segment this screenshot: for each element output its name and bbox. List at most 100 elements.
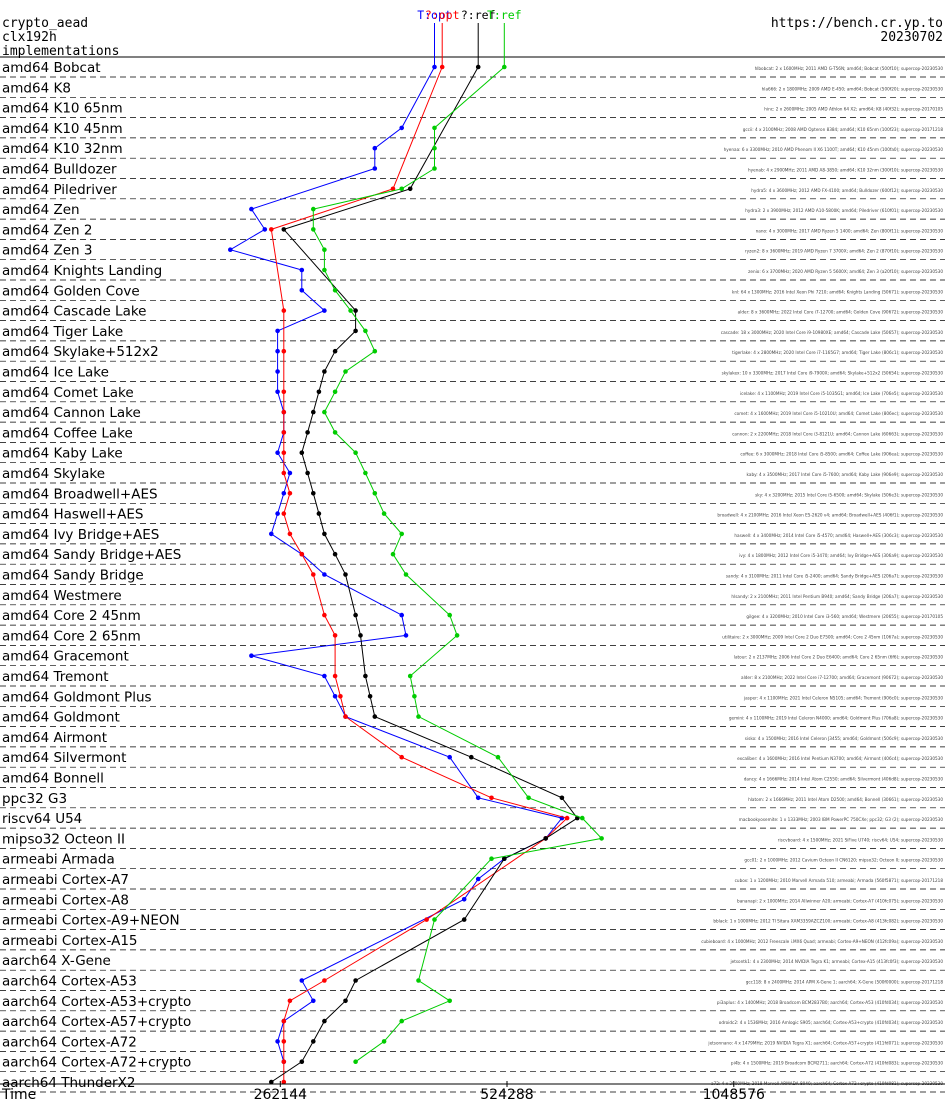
row-label: amd64 Comet Lake	[2, 385, 134, 401]
series-point	[269, 227, 274, 232]
row-detail: jetsontk1: 4 x 2300MHz; 2014 NVIDIA Tegr…	[729, 959, 943, 964]
series-point	[281, 1018, 287, 1024]
series-point	[305, 430, 310, 435]
series-point	[469, 754, 474, 760]
series-point	[432, 145, 437, 151]
row-label: amd64 Goldmont	[2, 710, 120, 726]
row-detail: hydra3: 2 x 3900MHz; 2012 AMD A10-5800K;…	[745, 208, 943, 213]
row-detail: pi4b: 4 x 1500MHz; 2019 Broadcom BCM2711…	[731, 1061, 943, 1066]
series-point	[287, 998, 293, 1004]
row-detail: alder: 8 x 2100MHz; 2022 Intel Core i7-1…	[741, 675, 943, 680]
row-detail: hinc: 2 x 2600MHz; 2005 AMD Athlon 64 X2…	[764, 107, 943, 112]
row-detail: hydra5: 4 x 3600MHz; 2012 AMD FX-4100; a…	[751, 188, 943, 193]
row-label: aarch64 Cortex-A72+crypto	[2, 1055, 191, 1071]
series-point	[275, 348, 280, 354]
series-point	[281, 511, 287, 516]
legend-label: ?:ref	[461, 8, 496, 22]
header-line-1: crypto_aead	[2, 16, 88, 31]
series-point	[281, 348, 287, 354]
row-detail: ivy: 4 x 1800MHz; 2012 Intel Core i5-347…	[739, 553, 943, 558]
series-point	[281, 470, 287, 476]
row-detail: cubieboard: 4 x 1000MHz; 2012 Freescale …	[701, 939, 943, 944]
row-detail: nano: 4 x 3000MHz; 2017 AMD Ryzen 5 1400…	[756, 228, 944, 233]
x-tick-label: 1048576	[703, 1087, 765, 1103]
series-point	[322, 1018, 327, 1024]
series-point	[299, 1059, 305, 1064]
row-label: amd64 Knights Landing	[2, 263, 162, 279]
series-point	[399, 754, 405, 760]
row-detail: odroidc2: 4 x 1536MHz; 2016 Amlogic S905…	[719, 1020, 944, 1025]
series-point	[343, 714, 348, 719]
series-point	[299, 551, 305, 557]
series-point	[281, 227, 287, 232]
row-detail: kaby: 4 x 3500MHz; 2017 Intel Core i5-76…	[747, 472, 944, 477]
series-point	[399, 186, 405, 192]
series-point	[332, 673, 338, 679]
row-detail: bananapi: 2 x 1000MHz; 2014 Allwinner A2…	[737, 898, 943, 903]
series-point	[287, 491, 293, 496]
row-label: amd64 Zen 2	[2, 222, 92, 238]
row-label: amd64 Bonnell	[2, 771, 104, 787]
series-point	[432, 166, 437, 171]
series-point	[363, 673, 368, 679]
series-point	[399, 531, 405, 537]
legend-label: T:opt	[417, 8, 452, 22]
row-label: amd64 Coffee Lake	[2, 425, 133, 441]
row-label: amd64 Skylake+512x2	[2, 344, 159, 360]
series-point	[447, 754, 453, 760]
row-detail: knl: 64 x 1300MHz; 2016 Intel Xeon Phi 7…	[732, 289, 943, 294]
row-label: amd64 Cascade Lake	[2, 304, 147, 320]
row-detail: coffee: 6 x 3000MHz; 2018 Intel Core i5-…	[740, 452, 943, 457]
row-label: amd64 Gracemont	[2, 649, 129, 665]
row-detail: zenio: 6 x 3700MHz; 2020 AMD Ryzen 5 560…	[748, 269, 943, 274]
x-tick-layer: 262144 524288 1048576	[254, 1081, 765, 1103]
series-point	[358, 633, 363, 638]
row-label: amd64 Kaby Lake	[2, 446, 123, 462]
series-point	[275, 511, 280, 516]
series-point	[281, 409, 287, 415]
row-label: armeabi Cortex-A15	[2, 933, 138, 949]
series-point	[526, 795, 531, 801]
row-label: armeabi Cortex-A8	[2, 892, 129, 908]
series-point	[281, 430, 287, 435]
row-label: amd64 Cannon Lake	[2, 405, 141, 421]
series-point	[432, 64, 437, 70]
series-point	[412, 694, 417, 699]
row-detail: riscvboard: 4 x 1500MHz; 2021 SiFive U74…	[778, 837, 944, 842]
series-point	[461, 897, 467, 902]
series-point	[447, 998, 453, 1004]
series-line	[271, 66, 579, 1083]
series-point	[580, 815, 585, 821]
row-detail: alder: 8 x 3600MHz; 2022 Intel Core i7-1…	[738, 310, 944, 315]
row-label: mipso32 Octeon II	[2, 831, 125, 847]
series-point	[432, 917, 437, 922]
series-point	[311, 572, 316, 577]
row-detail: tigerlake: 4 x 2800MHz; 2020 Intel Core …	[732, 350, 943, 355]
row-label: amd64 K8	[2, 80, 71, 96]
series-point	[343, 998, 348, 1004]
row-label: aarch64 X-Gene	[2, 953, 111, 969]
series-point	[599, 836, 604, 841]
row-detail: haswell: 4 x 3400MHz; 2014 Intel Core i5…	[734, 533, 943, 538]
row-detail: sky: 4 x 3200MHz; 2015 Intel Core i5-650…	[755, 492, 943, 497]
series-point	[311, 1039, 316, 1044]
row-detail: hlbobcat: 2 x 1600MHz; 2011 AMD G-T56N; …	[755, 66, 944, 71]
series-point	[311, 409, 316, 415]
row-detail: cascade: 18 x 3000MHz; 2020 Intel Core i…	[721, 330, 944, 335]
series-point	[399, 1018, 405, 1024]
series-point	[281, 308, 287, 313]
series-point	[322, 978, 327, 983]
row-label: amd64 Core 2 45nm	[2, 608, 141, 624]
series-point	[454, 633, 460, 638]
series-point	[316, 389, 322, 395]
series-point	[372, 348, 378, 354]
row-label: amd64 K10 65nm	[2, 101, 123, 117]
series-point	[269, 1079, 274, 1085]
series-point	[311, 227, 316, 232]
series-point	[275, 328, 280, 334]
series-point	[305, 470, 310, 476]
series-point	[332, 694, 338, 699]
row-label: aarch64 ThunderX2	[2, 1075, 135, 1091]
row-detail: hyenaa: 6 x 3300MHz; 2010 AMD Phenom II …	[724, 147, 944, 152]
series-point	[275, 1039, 280, 1044]
